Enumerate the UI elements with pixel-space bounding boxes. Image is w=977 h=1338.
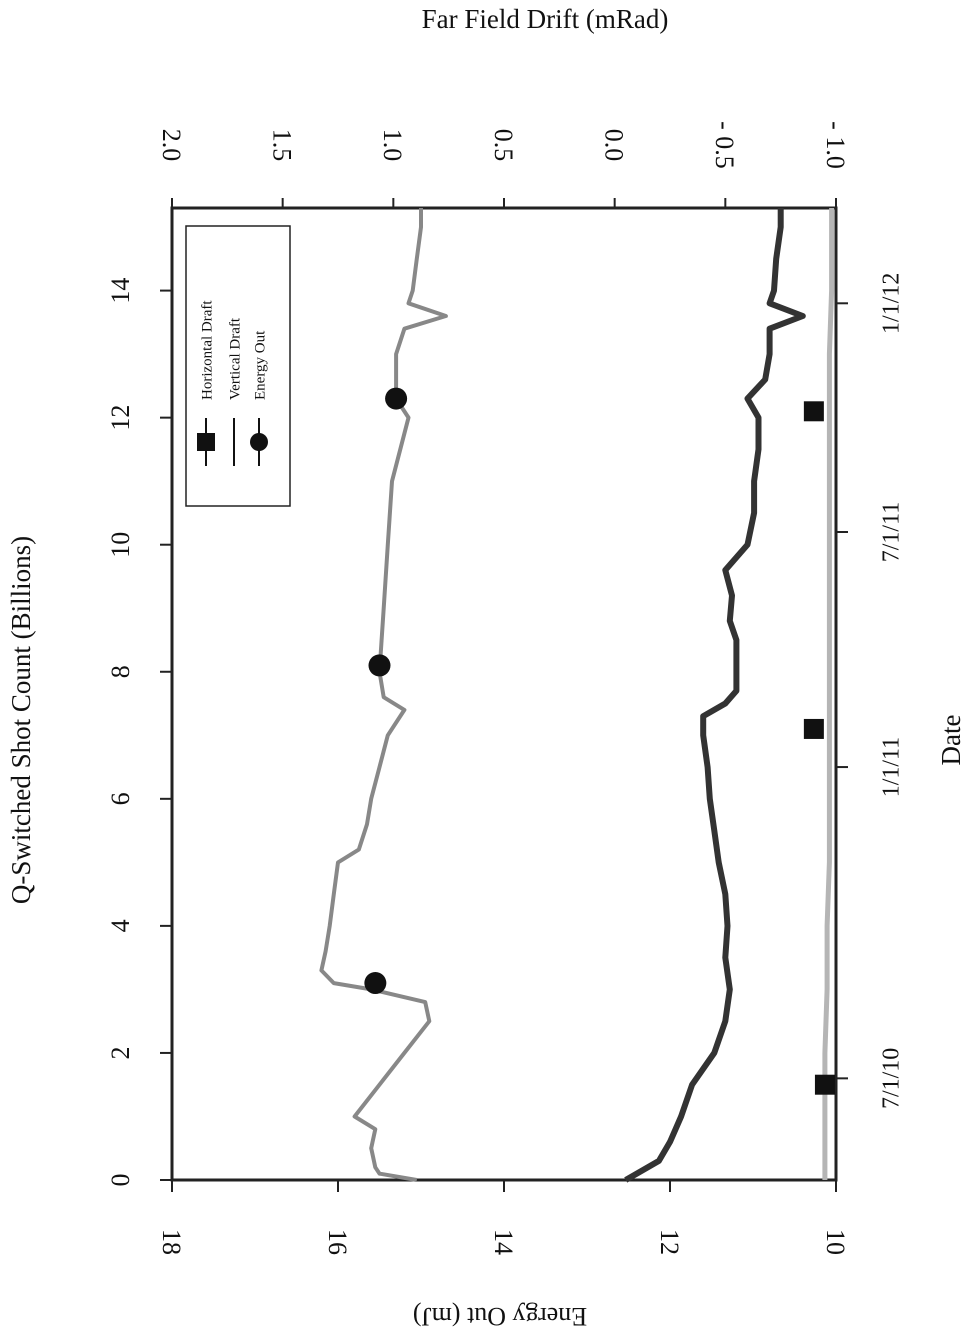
energy-circle-marker bbox=[364, 972, 387, 995]
energy-tick-label: 10 bbox=[821, 1229, 850, 1255]
energy-tick-label: 16 bbox=[323, 1229, 352, 1255]
marker-layer bbox=[364, 387, 835, 1095]
drift-square-marker bbox=[803, 401, 824, 422]
top-axis-title: Far Field Drift (mRad) bbox=[422, 4, 669, 34]
shot-tick-label: 4 bbox=[106, 919, 135, 932]
shot-tick-label: 14 bbox=[106, 278, 135, 304]
shot-tick-label: 12 bbox=[106, 405, 135, 431]
drift-tick-label: 1.5 bbox=[268, 129, 297, 162]
legend: Horizontal Draft Vertical Draft Energy Out bbox=[185, 225, 291, 507]
shot-tick-label: 10 bbox=[106, 532, 135, 558]
shot-tick-label: 0 bbox=[106, 1174, 135, 1187]
drift-tick-label: 1.0 bbox=[378, 129, 407, 162]
date-tick-label: 7/1/11 bbox=[878, 502, 904, 562]
drift-tick-label: 0.0 bbox=[600, 129, 629, 162]
date-axis-title: Date bbox=[936, 715, 966, 766]
series-horizontal-draft bbox=[822, 208, 835, 1180]
date-tick-label: 1/1/11 bbox=[878, 737, 904, 797]
date-tick-label: 7/1/10 bbox=[878, 1048, 904, 1109]
series-layer bbox=[319, 208, 835, 1183]
energy-circle-marker bbox=[385, 387, 408, 410]
date-tick-label: 1/1/12 bbox=[878, 273, 904, 334]
drift-square-marker bbox=[803, 718, 824, 739]
energy-axis-title: Energy Out (mJ) bbox=[413, 1302, 587, 1331]
legend-box bbox=[185, 225, 291, 507]
shot-axis-title: Q-Switched Shot Count (Billions) bbox=[6, 536, 36, 904]
drift-tick-label: - 0.5 bbox=[710, 121, 739, 169]
axis-ticks: 0 2 4 6 8 10 12 14 10 12 14 16 18 2.0 1.5 1.0 0.5 0.0 - 0.… bbox=[106, 121, 904, 1255]
energy-circle-marker bbox=[368, 654, 391, 677]
series-vertical-draft bbox=[624, 208, 806, 1183]
series-energy-out bbox=[319, 208, 448, 1182]
drift-square-marker bbox=[814, 1074, 835, 1095]
legend-label-vertical-draft: Vertical Draft bbox=[227, 317, 243, 400]
legend-square-marker bbox=[197, 433, 215, 451]
energy-tick-label: 18 bbox=[157, 1229, 186, 1255]
drift-tick-label: 0.5 bbox=[489, 129, 518, 162]
legend-circle-marker bbox=[250, 433, 268, 451]
shot-tick-label: 2 bbox=[106, 1046, 135, 1059]
legend-label-horizontal-draft: Horizontal Draft bbox=[199, 300, 215, 400]
energy-tick-label: 14 bbox=[489, 1229, 518, 1255]
legend-label-energy-out: Energy Out bbox=[252, 330, 268, 400]
energy-tick-label: 12 bbox=[655, 1229, 684, 1255]
drift-tick-label: 2.0 bbox=[157, 129, 186, 162]
shot-tick-label: 8 bbox=[106, 665, 135, 678]
shot-tick-label: 6 bbox=[106, 792, 135, 805]
drift-tick-label: - 1.0 bbox=[821, 121, 850, 169]
